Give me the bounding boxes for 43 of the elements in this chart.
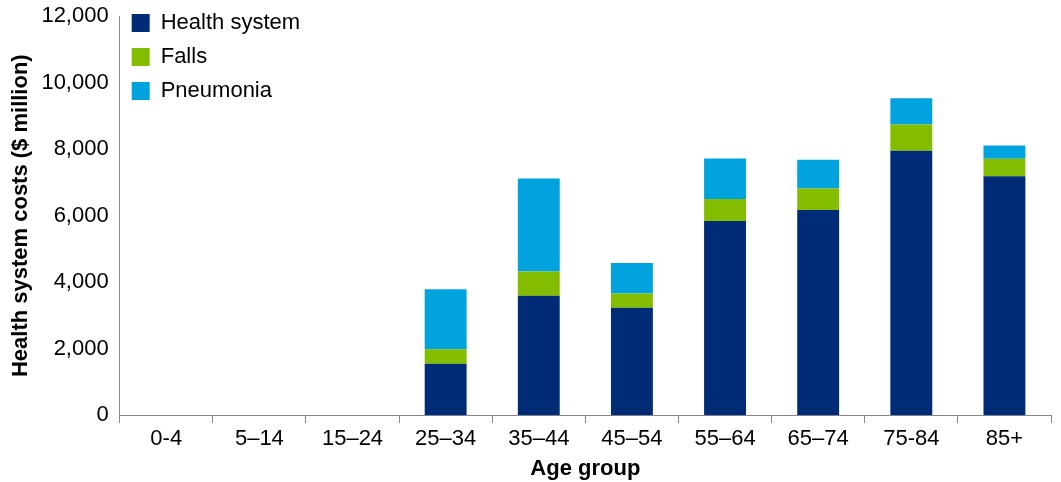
legend-label: Pneumonia [160, 77, 273, 103]
bar [517, 295, 560, 416]
x-tick-label: 25–34 [415, 425, 477, 451]
bar [424, 363, 467, 416]
bar [983, 158, 1026, 177]
y-axis-title: Health system costs ($ million) [7, 54, 33, 378]
bar [983, 145, 1026, 159]
x-tick-label: 5–14 [234, 425, 284, 451]
bar [890, 150, 933, 416]
x-tick-label: 35–44 [508, 425, 570, 451]
bar [797, 188, 840, 211]
y-tick-label: 12,000 [41, 2, 109, 28]
x-tick-label: 85+ [985, 425, 1024, 451]
bar [797, 210, 840, 416]
x-tick-label: 55–64 [694, 425, 756, 451]
bar [424, 289, 467, 350]
bar [704, 199, 746, 222]
x-tick-label: 75-84 [883, 425, 940, 451]
y-tick-label: 10,000 [41, 68, 109, 94]
bar [517, 271, 560, 296]
y-tick-label: 8,000 [53, 135, 109, 161]
bar [797, 159, 840, 189]
bar [704, 158, 746, 200]
x-tick-label: 45–54 [601, 425, 663, 451]
y-tick-label: 2,000 [53, 334, 109, 360]
x-tick-label: 15–24 [321, 425, 384, 451]
bar [610, 307, 653, 416]
bar [890, 98, 933, 125]
bar [704, 221, 746, 416]
bar [983, 176, 1026, 416]
y-tick-label: 0 [96, 401, 109, 427]
x-tick-label: 0-4 [150, 425, 183, 451]
y-tick-label: 6,000 [53, 201, 109, 227]
bar [890, 124, 933, 151]
y-tick-label: 4,000 [53, 268, 109, 294]
legend-label: Falls [160, 43, 208, 69]
bar [610, 262, 653, 294]
bar [424, 349, 467, 364]
x-axis-title: Age group [530, 454, 641, 480]
bar [610, 293, 653, 308]
legend-label: Health system [160, 9, 301, 35]
x-tick-label: 65–74 [787, 425, 849, 451]
bar [517, 178, 560, 272]
